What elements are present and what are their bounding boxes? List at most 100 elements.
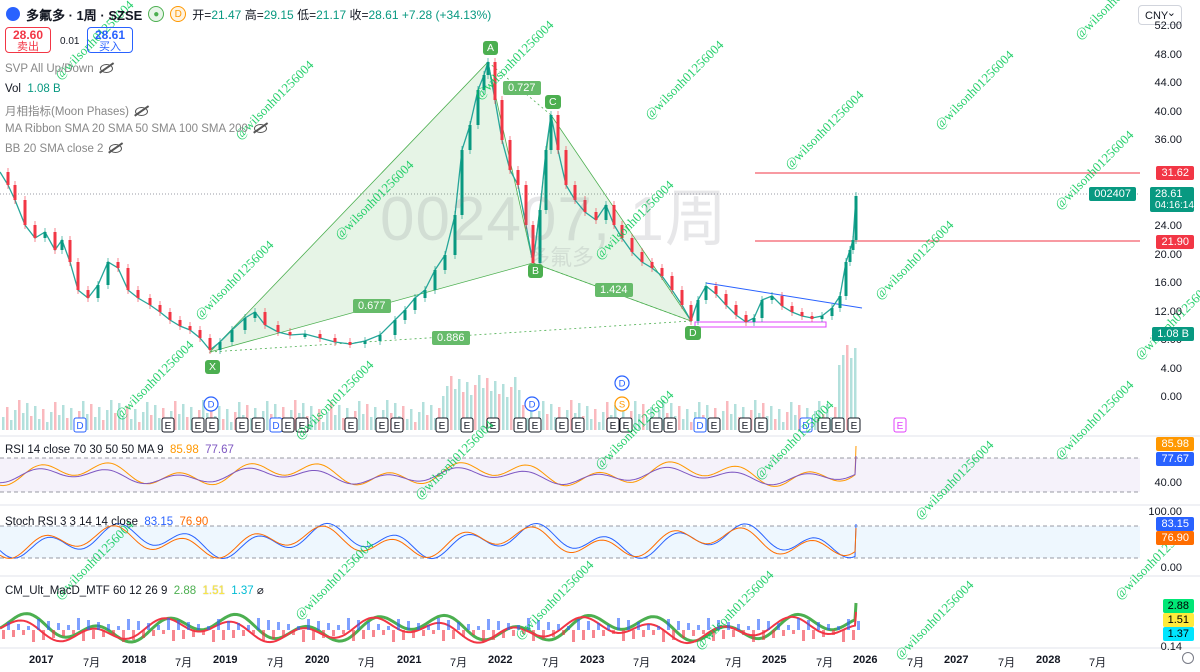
volume-bar [246,405,249,430]
macd-histogram-bar [717,620,720,630]
social-watermark-text: @wilsonh01256004 [512,557,597,642]
volume-bar [86,414,89,430]
earnings-marker-label: E [439,421,446,432]
hidden-eye-icon[interactable] [109,144,123,154]
volume-bar [586,406,589,430]
earnings-marker [235,417,249,433]
macd-histogram-bar [787,625,790,630]
macd-histogram-bar [587,621,590,630]
hidden-eye-icon[interactable] [99,64,113,74]
hidden-eye-icon[interactable] [134,107,148,117]
social-watermark-text: @wilsonh01256004 [1132,277,1200,362]
macd-histogram-bar [257,618,260,630]
macd-histogram-bar [742,630,745,635]
macd-histogram-bar [647,624,650,630]
volume-bar [506,397,509,430]
pattern-point-a: A [483,41,499,55]
earnings-marker-label: E [575,421,582,432]
data-delay-badge[interactable]: D [170,6,187,22]
macd-histogram-bar [617,618,620,630]
volume-bar [182,404,185,430]
time-axis-label: 7月 [633,657,651,669]
macd-histogram-bar [832,630,835,635]
macd-histogram-bar [377,624,380,630]
volume-bar [478,375,481,430]
indicator-ma-ribbon[interactable]: MA Ribbon SMA 20 SMA 50 SMA 100 SMA 200 [5,123,267,135]
volume-bar [434,418,437,430]
macd-histogram-bar [507,623,510,630]
macd-histogram-bar [152,630,155,636]
rsi-ma-tag: 77.67 [1156,452,1194,466]
indicator-vol[interactable]: Vol 1.08 B [5,83,61,95]
macd-histogram-bar [667,619,670,630]
spread-value: 0.01 [60,36,80,47]
currency-select[interactable]: CNY [1138,3,1182,25]
volume-bar [6,407,9,430]
earnings-marker-label: E [821,421,828,432]
macd-histogram-bar [342,630,345,634]
volume-bar [122,416,125,430]
earnings-marker-label: E [255,421,262,432]
volume-bar [82,401,85,430]
volume-bar [454,389,457,430]
indicator-svp[interactable]: SVP All Up/Down [5,63,113,75]
volume-tag: 1.08 B [1152,327,1194,341]
hidden-eye-icon[interactable] [253,124,267,134]
volume-bar [450,376,453,430]
indicator-moon[interactable]: 月相指标(Moon Phases) [5,103,148,119]
earnings-marker [831,417,845,433]
macd-histogram-bar [737,624,740,630]
macd-histogram-bar [207,626,210,630]
settings-gear-icon[interactable] [1182,652,1194,664]
macd-histogram-bar [557,624,560,630]
stoch-legend[interactable]: Stoch RSI 3 3 14 14 close 83.15 76.90 [5,516,209,528]
earnings-marker-label: E [711,421,718,432]
macd-histogram-bar [122,630,125,642]
time-axis-label: 2020 [305,654,330,666]
rsi-legend[interactable]: RSI 14 close 70 30 50 50 MA 9 85.98 77.6… [5,444,234,456]
volume-bar [322,422,325,430]
volume-bar [794,415,797,430]
macd-legend[interactable]: CM_Ult_MacD_MTF 60 12 26 9 2.88 1.51 1.3… [5,585,264,597]
earnings-marker-label: E [464,421,471,432]
indicator-bb[interactable]: BB 20 SMA close 2 [5,143,123,155]
volume-bar [230,422,233,430]
volume-bar [38,419,41,430]
pattern-point-d: D [685,326,701,340]
buy-button[interactable]: 28.61 买入 [87,27,133,53]
macd-histogram-bar [182,630,185,639]
sell-button[interactable]: 28.60 卖出 [5,27,51,53]
macd-histogram-bar [402,630,405,640]
macd-histogram-bar [707,618,710,630]
volume-bar [90,404,93,430]
macd-histogram-bar [727,622,730,630]
volume-bar [146,402,149,430]
macd-histogram-bar [82,630,85,641]
time-axis-label: 2018 [122,654,147,666]
volume-bar [302,403,305,430]
macd-histogram-bar [482,630,485,642]
macd-histogram-bar [42,630,45,640]
price-axis-label: 48.00 [1154,49,1182,61]
earnings-marker [460,417,474,433]
volume-bar [502,384,505,430]
volume-bar [682,419,685,430]
volume-bar [34,406,37,430]
volume-bar [22,413,25,430]
symbol-title[interactable]: 多氟多 · 1周 · SZSE [26,7,143,23]
volume-bar [134,409,137,430]
earnings-marker [663,417,677,433]
volume-bar [790,402,793,430]
ticker-tag: 002407 [1089,187,1136,201]
macd-histogram-bar [702,630,705,634]
macd-histogram-bar [682,630,685,638]
macd-histogram-bar [232,630,235,638]
volume-bar [394,403,397,430]
macd-histogram-bar [212,630,215,642]
macd-histogram-bar [392,630,395,642]
macd-histogram-bar [607,625,610,630]
macd-histogram-bar [142,630,145,638]
macd-histogram-bar [187,622,190,630]
volume-bar [818,401,821,430]
